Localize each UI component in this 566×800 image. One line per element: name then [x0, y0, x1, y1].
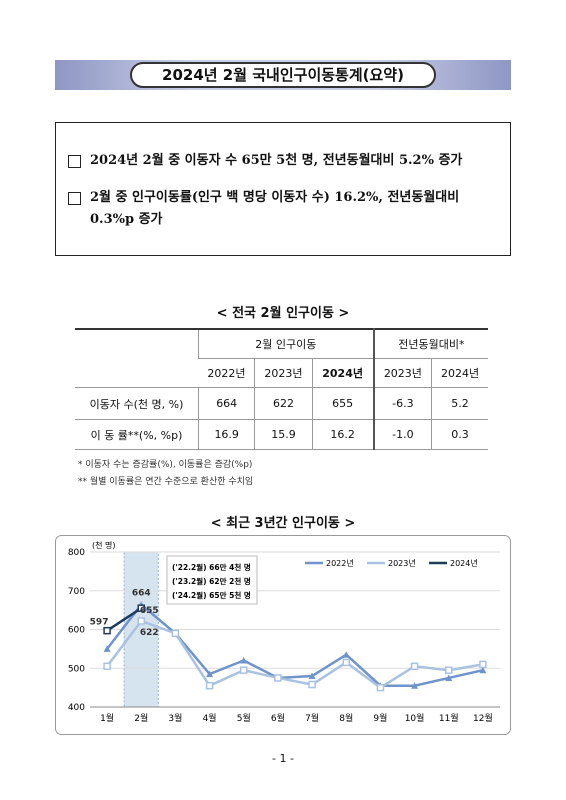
- x-tick-label: 3월: [168, 712, 182, 724]
- x-tick-label: 5월: [237, 712, 251, 724]
- x-tick-label: 2월: [134, 712, 148, 724]
- x-tick-label: 6월: [271, 712, 285, 724]
- table-note: ** 월별 이동률은 연간 수준으로 환산한 수치임: [78, 477, 254, 487]
- row-label: 이동자 수(천 명, %): [75, 387, 199, 420]
- header-cell: 전년동월대비*: [372, 329, 488, 359]
- point: [410, 662, 419, 671]
- annotation-text: ('24.2월) 65만 5천 명: [172, 590, 251, 600]
- point: [342, 658, 350, 667]
- page-number: - 1 -: [272, 752, 294, 765]
- x-tick-label: 8월: [339, 712, 353, 724]
- chart-title: < 최근 3년간 인구이동 >: [210, 516, 356, 531]
- y-tick-label: 700: [68, 587, 85, 597]
- point: [308, 672, 316, 679]
- annotation-box: [166, 555, 258, 605]
- point: [171, 629, 180, 638]
- summary-box: 2024년 2월 중 이동자 수 65만 5천 명, 전년동월대비 5.2% 증…: [55, 122, 511, 256]
- point: [445, 674, 453, 681]
- cell: 0.3: [431, 419, 488, 450]
- series-line: [106, 607, 142, 632]
- annotation-text: ('23.2월) 62만 2천 명: [172, 576, 251, 586]
- summary-item: 2월 중 인구이동률(인구 백 명당 이동자 수) 16.2%, 전년동월대비 …: [68, 187, 500, 231]
- x-tick-label: 10월: [405, 712, 425, 724]
- y-tick-label: 400: [68, 703, 85, 713]
- cell: 16.9: [197, 419, 255, 450]
- y-axis-label: (천 명): [92, 540, 116, 550]
- legend-label: 2023년: [388, 558, 416, 568]
- header-cell: 2024년: [311, 358, 374, 388]
- summary-item: 2024년 2월 중 이동자 수 65만 5천 명, 전년동월대비 5.2% 증…: [68, 150, 500, 172]
- series-line: [106, 602, 484, 687]
- point: [206, 670, 214, 678]
- page-title: 2024년 2월 국내인구이동통계(요약): [130, 62, 436, 88]
- point: [103, 662, 111, 671]
- point: [137, 617, 145, 625]
- table-title: < 전국 2월 인구이동 >: [216, 306, 350, 321]
- cell: 655: [311, 387, 374, 420]
- header-cell: 2024년: [431, 358, 488, 388]
- series-line: [106, 619, 484, 690]
- annotation-text: ('22.2월) 66만 4천 명: [172, 562, 251, 572]
- header-cell: 2023년: [254, 358, 313, 388]
- y-tick-label: 600: [68, 626, 85, 636]
- point: [376, 683, 385, 692]
- point: [103, 645, 111, 652]
- cell: 16.2: [311, 419, 374, 450]
- point: [103, 626, 111, 635]
- data-label: 622: [140, 628, 159, 638]
- cell: -6.3: [372, 387, 432, 420]
- checkbox-icon: [68, 155, 81, 168]
- x-tick-label: 12월: [473, 712, 493, 724]
- cell: 15.9: [254, 419, 313, 450]
- point: [240, 657, 248, 664]
- row-label: 이 동 률**(%, %p): [75, 419, 199, 450]
- summary-text: 2월 중 인구이동률(인구 백 명당 이동자 수) 16.2%, 전년동월대비 …: [90, 190, 460, 227]
- point: [342, 651, 350, 658]
- cell: -1.0: [372, 419, 432, 450]
- table-note: * 이동자 수는 증감률(%), 이동률은 증감(%p): [78, 460, 253, 470]
- point: [274, 674, 282, 682]
- stats-table: 2월 인구이동 전년동월대비* 2022년 2023년 2024년 2023년 …: [75, 328, 488, 450]
- point: [240, 666, 248, 674]
- chart: 400 500 600 700 800 (천 명) 1월 2월 3월 4월 5월 6월 7월 8월 9월 10…: [55, 535, 511, 735]
- legend-label: 2024년: [450, 558, 478, 568]
- point: [479, 666, 487, 674]
- point: [479, 660, 487, 669]
- checkbox-icon: [68, 192, 81, 205]
- x-tick-label: 7월: [305, 712, 319, 724]
- header-cell: [75, 329, 199, 388]
- legend-label: 2022년: [326, 558, 354, 568]
- header-cell: 2022년: [198, 358, 255, 388]
- data-label: 597: [90, 618, 109, 628]
- point: [445, 666, 453, 674]
- point: [411, 682, 419, 689]
- cell: 5.2: [431, 387, 488, 420]
- point: [308, 680, 316, 689]
- x-tick-label: 1월: [100, 712, 114, 724]
- header-cell: 2023년: [372, 358, 432, 388]
- header-cell: 2월 인구이동: [197, 329, 374, 359]
- cell: 622: [254, 387, 313, 420]
- summary-text: 2024년 2월 중 이동자 수 65만 5천 명, 전년동월대비 5.2% 증…: [90, 153, 463, 168]
- point: [137, 604, 145, 612]
- point: [205, 681, 214, 690]
- cell: 664: [197, 387, 255, 420]
- x-tick-label: 9월: [373, 712, 387, 724]
- y-tick-label: 500: [68, 664, 85, 674]
- data-label: 655: [140, 606, 159, 616]
- x-tick-label: 4월: [203, 712, 217, 724]
- x-tick-label: 11월: [439, 712, 459, 724]
- y-tick-label: 800: [68, 548, 85, 558]
- data-label: 664: [132, 589, 151, 599]
